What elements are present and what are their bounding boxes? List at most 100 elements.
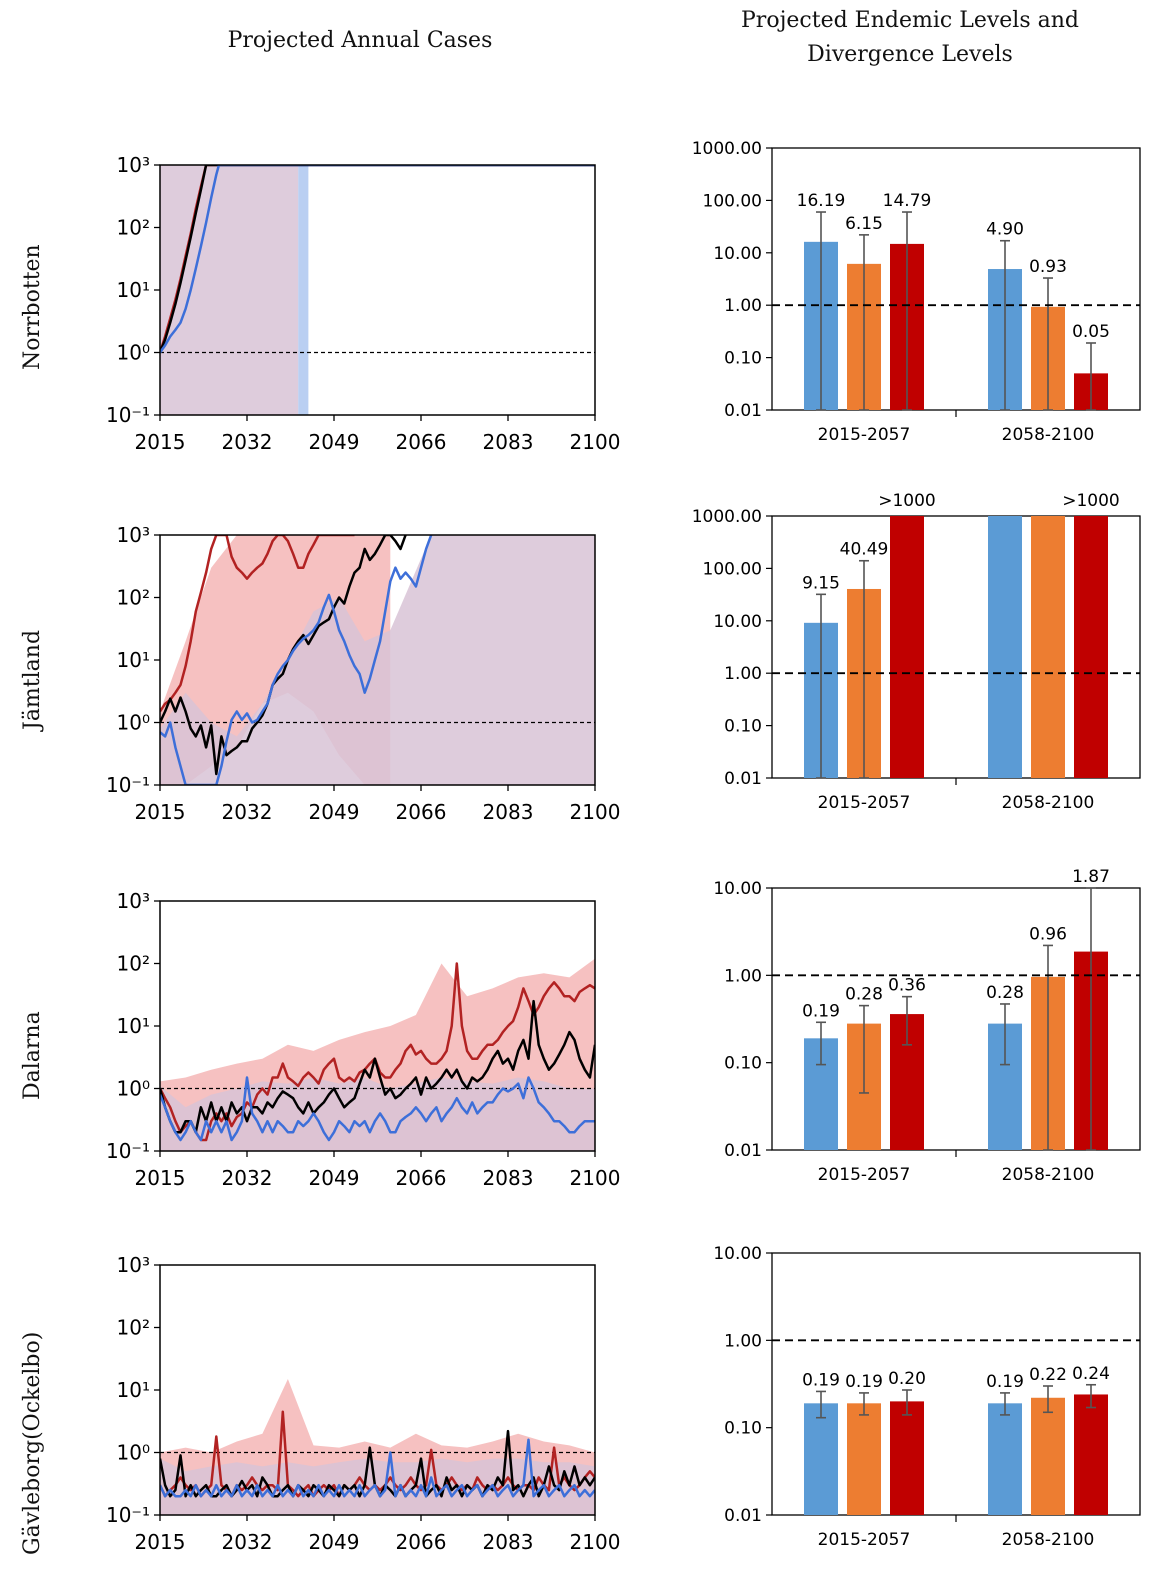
y-tick-label: 10¹ bbox=[117, 1378, 150, 1402]
x-tick-label: 2049 bbox=[309, 430, 360, 454]
x-category-label: 2058-2100 bbox=[1002, 425, 1095, 445]
y-tick-label: 10¹ bbox=[117, 648, 150, 672]
y-tick-label: 0.01 bbox=[724, 401, 762, 421]
overlap-uncertainty-band bbox=[160, 165, 299, 415]
y-tick-label: 0.01 bbox=[724, 769, 762, 789]
black-series-line bbox=[160, 535, 407, 776]
data-label: 0.19 bbox=[802, 1001, 840, 1021]
x-tick-label: 2100 bbox=[570, 1530, 621, 1554]
x-category-label: 2015-2057 bbox=[818, 1165, 911, 1185]
blue-bar bbox=[988, 516, 1022, 778]
plot-area bbox=[160, 535, 595, 785]
dalarna-annual-cases-chart: 10⁻¹ 10⁰ 10¹ 10² 10³ 2015 2032 2049 2066 2083 2100 bbox=[106, 889, 620, 1190]
gavleborg-annual-cases-chart: 10⁻¹ 10⁰ 10¹ 10² 10³ 2015 2032 2049 2066 2083 2100 bbox=[106, 1253, 621, 1554]
data-label: 0.24 bbox=[1072, 1364, 1110, 1384]
x-tick-label: 2049 bbox=[309, 800, 360, 824]
blue-bar bbox=[988, 1403, 1022, 1515]
x-tick-label: 2083 bbox=[483, 430, 534, 454]
x-tick-label: 2100 bbox=[570, 800, 621, 824]
data-label: 0.19 bbox=[986, 1372, 1024, 1392]
data-label: >1000 bbox=[1062, 491, 1120, 511]
y-tick-label: 10.00 bbox=[713, 879, 762, 899]
x-category-label: 2015-2057 bbox=[818, 425, 911, 445]
x-tick-label: 2015 bbox=[135, 800, 186, 824]
jamtland-annual-cases-chart: 10⁻¹ 10⁰ 10¹ 10² 10³ 2015 2032 2049 2066 2083 2100 bbox=[106, 523, 621, 824]
y-tick-label: 10⁰ bbox=[117, 341, 150, 365]
left-column-title: Projected Annual Cases bbox=[227, 28, 493, 53]
y-tick-label: 10⁰ bbox=[117, 1077, 150, 1101]
black-series-line bbox=[160, 999, 595, 1134]
overlap-uncertainty-band bbox=[160, 1077, 595, 1151]
red-bar bbox=[890, 516, 924, 778]
x-tick-label: 2015 bbox=[135, 1166, 186, 1190]
x-tick-label: 2066 bbox=[396, 430, 447, 454]
y-tick-label: 10² bbox=[117, 1316, 150, 1340]
y-tick-label: 10⁻¹ bbox=[106, 403, 150, 427]
x-category-label: 2058-2100 bbox=[1002, 793, 1095, 813]
y-tick-label: 0.10 bbox=[724, 1054, 762, 1074]
y-tick-label: 0.10 bbox=[724, 717, 762, 737]
blue-series-line bbox=[160, 1438, 595, 1498]
x-tick-label: 2066 bbox=[396, 1530, 447, 1554]
plot-area bbox=[160, 958, 595, 1151]
y-tick-label: 10¹ bbox=[117, 278, 150, 302]
x-category-label: 2058-2100 bbox=[1002, 1530, 1095, 1550]
red-bar bbox=[1074, 516, 1108, 778]
x-tick-label: 2083 bbox=[483, 800, 534, 824]
y-tick-label: 10³ bbox=[117, 889, 150, 913]
norrbotten-annual-cases-chart: 10⁻¹ 10⁰ 10¹ 10² 10³ 2015 2032 2049 2066 2083 2100 bbox=[106, 153, 621, 454]
y-tick-label: 1.00 bbox=[724, 1331, 762, 1351]
norrbotten-endemic-levels-chart: 0.01 0.10 1.00 10.00 100.00 1000.00 2015-2057 1… bbox=[692, 139, 1141, 445]
region-label-dalarna: Dalarna bbox=[20, 1011, 45, 1100]
x-tick-label: 2032 bbox=[222, 800, 273, 824]
y-tick-label: 10³ bbox=[117, 523, 150, 547]
y-tick-label: 10.00 bbox=[713, 612, 762, 632]
data-label: 0.93 bbox=[1029, 257, 1067, 277]
y-tick-label: 1.00 bbox=[724, 966, 762, 986]
y-tick-label: 0.10 bbox=[724, 1419, 762, 1439]
data-label: 6.15 bbox=[845, 214, 883, 234]
x-tick-label: 2066 bbox=[396, 800, 447, 824]
y-tick-label: 0.01 bbox=[724, 1141, 762, 1161]
region-label-jamtland: Jämtland bbox=[20, 629, 45, 730]
data-label: 14.79 bbox=[883, 191, 932, 211]
blue-series-line bbox=[160, 165, 595, 354]
y-tick-label: 10³ bbox=[117, 153, 150, 177]
plot-area bbox=[160, 165, 595, 415]
x-tick-label: 2066 bbox=[396, 1166, 447, 1190]
orange-bar bbox=[847, 1403, 881, 1515]
data-label: 0.96 bbox=[1029, 924, 1067, 944]
y-tick-label: 10² bbox=[117, 952, 150, 976]
x-tick-label: 2015 bbox=[135, 1530, 186, 1554]
blue-uncertainty-band bbox=[298, 165, 309, 415]
data-label: 4.90 bbox=[986, 220, 1024, 240]
y-tick-label: 1.00 bbox=[724, 296, 762, 316]
orange-bar bbox=[1031, 1397, 1065, 1515]
data-label: 0.19 bbox=[845, 1372, 883, 1392]
y-tick-label: 10² bbox=[117, 216, 150, 240]
x-tick-label: 2032 bbox=[222, 430, 273, 454]
x-tick-label: 2100 bbox=[570, 430, 621, 454]
y-tick-label: 10¹ bbox=[117, 1014, 150, 1038]
y-tick-label: 10.00 bbox=[713, 1244, 762, 1264]
y-tick-label: 1.00 bbox=[724, 664, 762, 684]
y-tick-label: 100.00 bbox=[703, 191, 762, 211]
red-bar bbox=[890, 1401, 924, 1515]
black-series-line bbox=[160, 165, 595, 353]
y-tick-label: 10⁻¹ bbox=[106, 1139, 150, 1163]
data-label: 0.22 bbox=[1029, 1365, 1067, 1385]
y-tick-label: 10⁰ bbox=[117, 1441, 150, 1465]
y-tick-label: 10³ bbox=[117, 1253, 150, 1277]
data-label: 0.20 bbox=[888, 1369, 926, 1389]
data-label: 0.05 bbox=[1072, 322, 1110, 342]
jamtland-endemic-levels-chart: 0.01 0.10 1.00 10.00 100.00 1000.00 2015-2057 9… bbox=[692, 491, 1141, 813]
blue-series-line bbox=[160, 1076, 595, 1142]
x-category-label: 2015-2057 bbox=[818, 793, 911, 813]
right-column-title: Projected Endemic Levels and Divergence … bbox=[680, 4, 1140, 72]
y-tick-label: 0.10 bbox=[724, 349, 762, 369]
x-tick-label: 2032 bbox=[222, 1530, 273, 1554]
x-tick-label: 2049 bbox=[309, 1166, 360, 1190]
y-tick-label: 10² bbox=[117, 586, 150, 610]
data-label: 0.19 bbox=[802, 1370, 840, 1390]
